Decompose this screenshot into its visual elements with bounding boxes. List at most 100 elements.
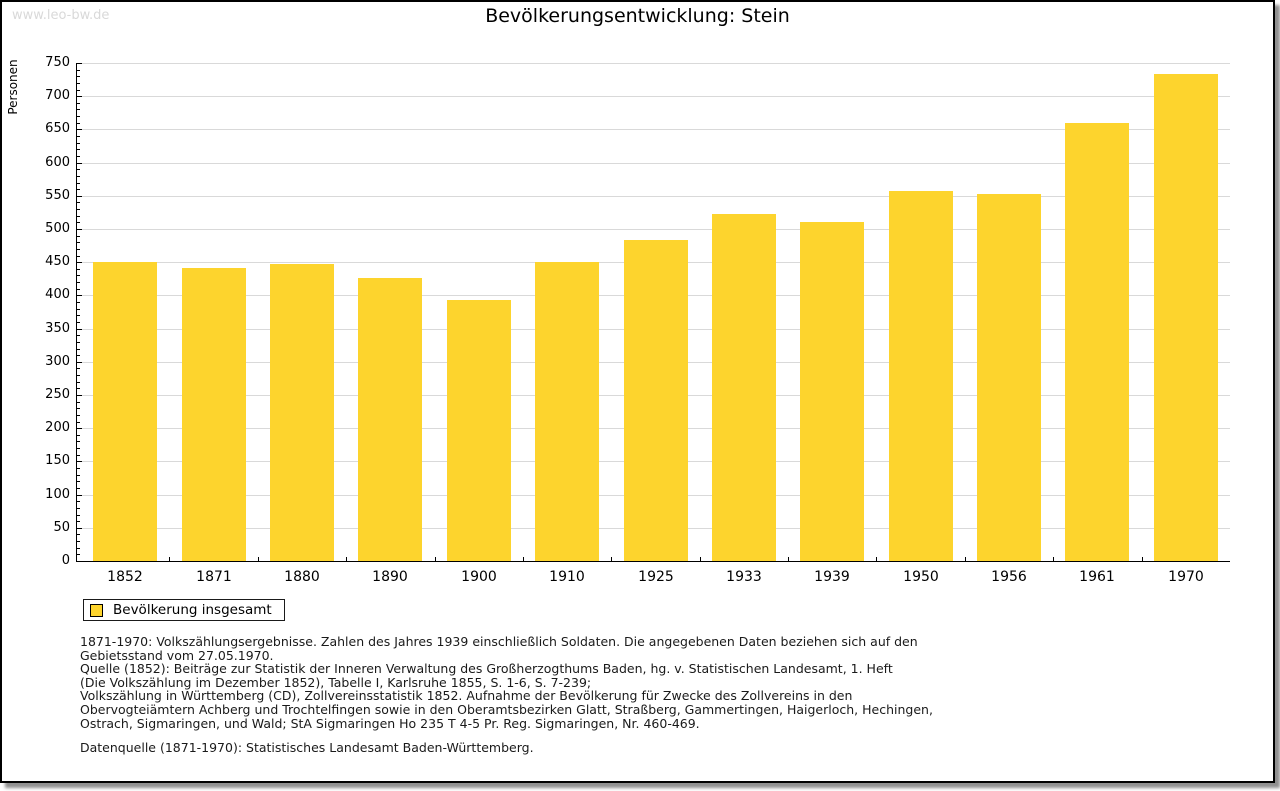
x-tick-label: 1880 bbox=[284, 569, 320, 585]
legend: Bevölkerung insgesamt bbox=[83, 599, 285, 621]
y-minor-tick bbox=[77, 475, 80, 476]
y-minor-tick bbox=[77, 216, 80, 217]
y-minor-tick bbox=[77, 408, 80, 409]
y-minor-tick bbox=[77, 382, 80, 383]
footnotes: 1871-1970: Volkszählungsergebnisse. Zahl… bbox=[80, 635, 933, 730]
x-tick-label: 1910 bbox=[549, 569, 585, 585]
x-boundary-tick bbox=[346, 557, 347, 561]
y-axis-line bbox=[76, 63, 77, 562]
x-tick-label: 1933 bbox=[726, 569, 762, 585]
y-minor-tick bbox=[77, 441, 80, 442]
y-minor-tick bbox=[77, 275, 80, 276]
y-minor-tick bbox=[77, 70, 80, 71]
legend-swatch-icon bbox=[90, 603, 103, 617]
legend-label: Bevölkerung insgesamt bbox=[113, 602, 272, 618]
y-minor-tick bbox=[77, 189, 80, 190]
y-tick-label: 650 bbox=[45, 121, 70, 136]
y-minor-tick bbox=[77, 481, 80, 482]
y-minor-tick bbox=[77, 282, 80, 283]
x-tick-label: 1852 bbox=[107, 569, 143, 585]
bar-1933 bbox=[712, 214, 776, 561]
y-minor-tick bbox=[77, 83, 80, 84]
y-tick-label: 100 bbox=[45, 487, 70, 502]
y-tick-label: 150 bbox=[45, 453, 70, 468]
y-tick-label: 50 bbox=[53, 520, 70, 535]
y-minor-tick bbox=[77, 415, 80, 416]
y-minor-tick bbox=[77, 76, 80, 77]
y-major-tick bbox=[77, 63, 82, 64]
y-minor-tick bbox=[77, 123, 80, 124]
y-major-tick bbox=[77, 428, 82, 429]
y-major-tick bbox=[77, 262, 82, 263]
y-minor-tick bbox=[77, 455, 80, 456]
y-minor-tick bbox=[77, 468, 80, 469]
y-tick-label: 200 bbox=[45, 420, 70, 435]
x-boundary-tick bbox=[611, 557, 612, 561]
y-minor-tick bbox=[77, 388, 80, 389]
y-major-tick bbox=[77, 196, 82, 197]
y-minor-tick bbox=[77, 109, 80, 110]
y-minor-tick bbox=[77, 315, 80, 316]
x-tick-label: 1939 bbox=[814, 569, 850, 585]
y-minor-tick bbox=[77, 136, 80, 137]
x-boundary-tick bbox=[169, 557, 170, 561]
y-major-tick bbox=[77, 96, 82, 97]
footnote-line: (Die Volkszählung im Dezember 1852), Tab… bbox=[80, 674, 592, 690]
y-tick-label: 500 bbox=[45, 221, 70, 236]
y-tick-label: 0 bbox=[61, 553, 70, 568]
x-boundary-tick bbox=[876, 557, 877, 561]
x-tick-label: 1890 bbox=[372, 569, 408, 585]
x-boundary-tick bbox=[1053, 557, 1054, 561]
y-minor-tick bbox=[77, 448, 80, 449]
footnote-line: Ostrach, Sigmaringen, und Wald; StA Sigm… bbox=[80, 715, 700, 731]
y-minor-tick bbox=[77, 302, 80, 303]
bar-1925 bbox=[624, 240, 688, 561]
gridline-750 bbox=[76, 63, 1230, 64]
y-minor-tick bbox=[77, 249, 80, 250]
y-major-tick bbox=[77, 362, 82, 363]
y-minor-tick bbox=[77, 309, 80, 310]
x-tick-label: 1925 bbox=[638, 569, 674, 585]
y-minor-tick bbox=[77, 515, 80, 516]
x-tick-label: 1900 bbox=[461, 569, 497, 585]
bar-1970 bbox=[1154, 74, 1218, 561]
y-minor-tick bbox=[77, 322, 80, 323]
footnote-line: Quelle (1852): Beiträge zur Statistik de… bbox=[80, 661, 893, 677]
y-major-tick bbox=[77, 329, 82, 330]
y-tick-label: 700 bbox=[45, 88, 70, 103]
y-minor-tick bbox=[77, 435, 80, 436]
gridline-600 bbox=[76, 163, 1230, 164]
x-tick-label: 1950 bbox=[903, 569, 939, 585]
y-minor-tick bbox=[77, 143, 80, 144]
y-tick-label: 250 bbox=[45, 387, 70, 402]
bar-1961 bbox=[1065, 123, 1129, 561]
y-major-tick bbox=[77, 295, 82, 296]
y-tick-label: 450 bbox=[45, 254, 70, 269]
x-tick-label: 1871 bbox=[196, 569, 232, 585]
y-minor-tick bbox=[77, 335, 80, 336]
y-major-tick bbox=[77, 461, 82, 462]
y-minor-tick bbox=[77, 176, 80, 177]
bar-1939 bbox=[800, 222, 864, 561]
bar-1890 bbox=[358, 278, 422, 561]
bar-1910 bbox=[535, 262, 599, 561]
bar-1852 bbox=[93, 262, 157, 561]
y-minor-tick bbox=[77, 289, 80, 290]
y-minor-tick bbox=[77, 488, 80, 489]
y-tick-label: 300 bbox=[45, 354, 70, 369]
x-tick-label: 1961 bbox=[1079, 569, 1115, 585]
y-major-tick bbox=[77, 163, 82, 164]
x-axis-line bbox=[76, 561, 1230, 562]
y-tick-label: 550 bbox=[45, 188, 70, 203]
y-minor-tick bbox=[77, 548, 80, 549]
y-minor-tick bbox=[77, 501, 80, 502]
y-minor-tick bbox=[77, 156, 80, 157]
y-minor-tick bbox=[77, 554, 80, 555]
y-minor-tick bbox=[77, 269, 80, 270]
y-tick-label: 350 bbox=[45, 321, 70, 336]
y-major-tick bbox=[77, 129, 82, 130]
bar-1900 bbox=[447, 300, 511, 561]
bar-1871 bbox=[182, 268, 246, 561]
x-boundary-tick bbox=[788, 557, 789, 561]
